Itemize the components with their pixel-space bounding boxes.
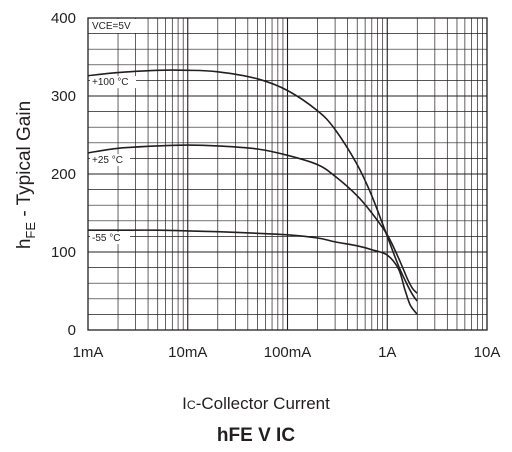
x-axis-label: IC-Collector Current — [182, 394, 330, 413]
y-tick-label: 400 — [51, 10, 76, 27]
x-tick-label: 1mA — [73, 344, 104, 361]
series-line-3 — [88, 229, 418, 315]
chart-grid — [88, 18, 487, 330]
series-label-bg — [90, 154, 130, 167]
x-tick-label: 10A — [474, 344, 501, 361]
y-tick-label: 0 — [68, 322, 76, 339]
chart-curve-labels: VCE=5V +100 °C +25 °C -55 °C — [89, 19, 141, 245]
y-tick-label: 100 — [51, 244, 76, 261]
y-tick-label: 200 — [51, 166, 76, 183]
x-tick-labels: 1mA 10mA 100mA 1A 10A — [73, 344, 501, 361]
x-tick-label: 100mA — [264, 344, 312, 361]
series-label-1: +100 °C — [92, 77, 129, 88]
condition-label-bg — [89, 19, 141, 33]
series-label-2: +25 °C — [92, 155, 123, 166]
y-axis-label: hFE - Typical Gain — [14, 101, 38, 249]
x-tick-label: 1A — [378, 344, 396, 361]
series-label-3: -55 °C — [92, 233, 120, 244]
y-tick-labels: 0 100 200 300 400 — [51, 10, 76, 339]
series-line-1 — [87, 69, 418, 302]
series-line-2 — [87, 144, 418, 294]
series-label-bg — [90, 232, 130, 245]
plot-frame — [87, 17, 488, 331]
chart-title: hFE V IC — [216, 425, 296, 446]
x-tick-label: 10mA — [168, 344, 207, 361]
chart-curves — [87, 69, 418, 315]
y-tick-label: 300 — [51, 88, 76, 105]
series-label-bg — [90, 76, 136, 89]
condition-label: VCE=5V — [92, 21, 131, 32]
